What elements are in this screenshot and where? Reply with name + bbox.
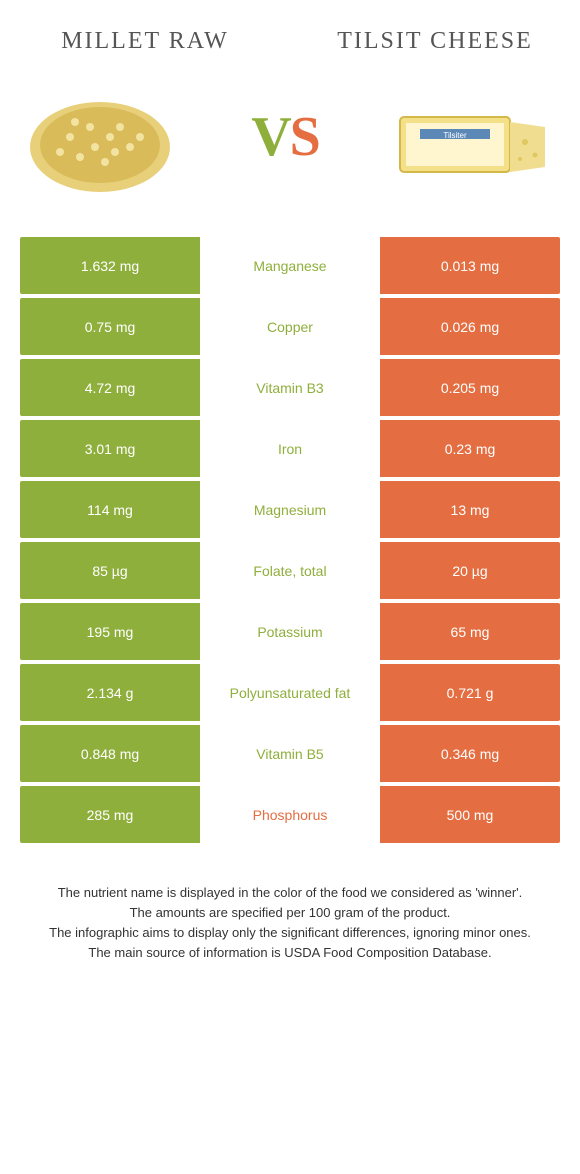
left-value-cell: 195 mg	[20, 603, 200, 660]
table-row: 0.848 mgVitamin B50.346 mg	[20, 725, 560, 782]
header-row: MILLET RAW TILSIT CHEESE	[0, 0, 580, 67]
table-row: 285 mgPhosphorus500 mg	[20, 786, 560, 843]
vs-s: S	[290, 106, 319, 168]
left-food-title: MILLET RAW	[0, 28, 290, 55]
nutrient-name-cell: Potassium	[200, 603, 380, 660]
table-row: 2.134 gPolyunsaturated fat0.721 g	[20, 664, 560, 721]
nutrient-name-cell: Manganese	[200, 237, 380, 294]
footer-line-4: The main source of information is USDA F…	[24, 943, 556, 963]
footer-line-3: The infographic aims to display only the…	[24, 923, 556, 943]
right-food-header: TILSIT CHEESE	[290, 28, 580, 55]
right-value-cell: 20 µg	[380, 542, 560, 599]
left-value-cell: 114 mg	[20, 481, 200, 538]
right-food-image: Tilsiter	[380, 67, 560, 207]
right-value-cell: 65 mg	[380, 603, 560, 660]
comparison-table: 1.632 mgManganese0.013 mg0.75 mgCopper0.…	[0, 237, 580, 843]
left-food-image	[10, 67, 190, 207]
left-value-cell: 1.632 mg	[20, 237, 200, 294]
table-row: 4.72 mgVitamin B30.205 mg	[20, 359, 560, 416]
images-row: VS Tilsiter	[0, 67, 580, 237]
right-value-cell: 0.026 mg	[380, 298, 560, 355]
left-value-cell: 0.848 mg	[20, 725, 200, 782]
table-row: 195 mgPotassium65 mg	[20, 603, 560, 660]
vs-label: VS	[251, 105, 319, 169]
nutrient-name-cell: Iron	[200, 420, 380, 477]
nutrient-name-cell: Polyunsaturated fat	[200, 664, 380, 721]
svg-text:Tilsiter: Tilsiter	[443, 131, 467, 140]
left-value-cell: 2.134 g	[20, 664, 200, 721]
right-value-cell: 0.23 mg	[380, 420, 560, 477]
nutrient-name-cell: Copper	[200, 298, 380, 355]
nutrient-name-cell: Phosphorus	[200, 786, 380, 843]
millet-icon	[10, 67, 190, 207]
table-row: 85 µgFolate, total20 µg	[20, 542, 560, 599]
nutrient-name-cell: Vitamin B3	[200, 359, 380, 416]
left-value-cell: 3.01 mg	[20, 420, 200, 477]
nutrient-name-cell: Magnesium	[200, 481, 380, 538]
right-food-title: TILSIT CHEESE	[290, 28, 580, 55]
left-food-header: MILLET RAW	[0, 28, 290, 55]
right-value-cell: 500 mg	[380, 786, 560, 843]
right-value-cell: 0.346 mg	[380, 725, 560, 782]
footer-line-1: The nutrient name is displayed in the co…	[24, 883, 556, 903]
footer-notes: The nutrient name is displayed in the co…	[0, 883, 580, 964]
right-value-cell: 0.205 mg	[380, 359, 560, 416]
table-row: 3.01 mgIron0.23 mg	[20, 420, 560, 477]
left-value-cell: 285 mg	[20, 786, 200, 843]
nutrient-name-cell: Vitamin B5	[200, 725, 380, 782]
vs-v: V	[251, 106, 289, 168]
cheese-icon: Tilsiter	[380, 67, 560, 207]
nutrient-name-cell: Folate, total	[200, 542, 380, 599]
right-value-cell: 0.013 mg	[380, 237, 560, 294]
table-row: 114 mgMagnesium13 mg	[20, 481, 560, 538]
table-row: 1.632 mgManganese0.013 mg	[20, 237, 560, 294]
right-value-cell: 13 mg	[380, 481, 560, 538]
left-value-cell: 0.75 mg	[20, 298, 200, 355]
table-row: 0.75 mgCopper0.026 mg	[20, 298, 560, 355]
footer-line-2: The amounts are specified per 100 gram o…	[24, 903, 556, 923]
left-value-cell: 85 µg	[20, 542, 200, 599]
left-value-cell: 4.72 mg	[20, 359, 200, 416]
right-value-cell: 0.721 g	[380, 664, 560, 721]
